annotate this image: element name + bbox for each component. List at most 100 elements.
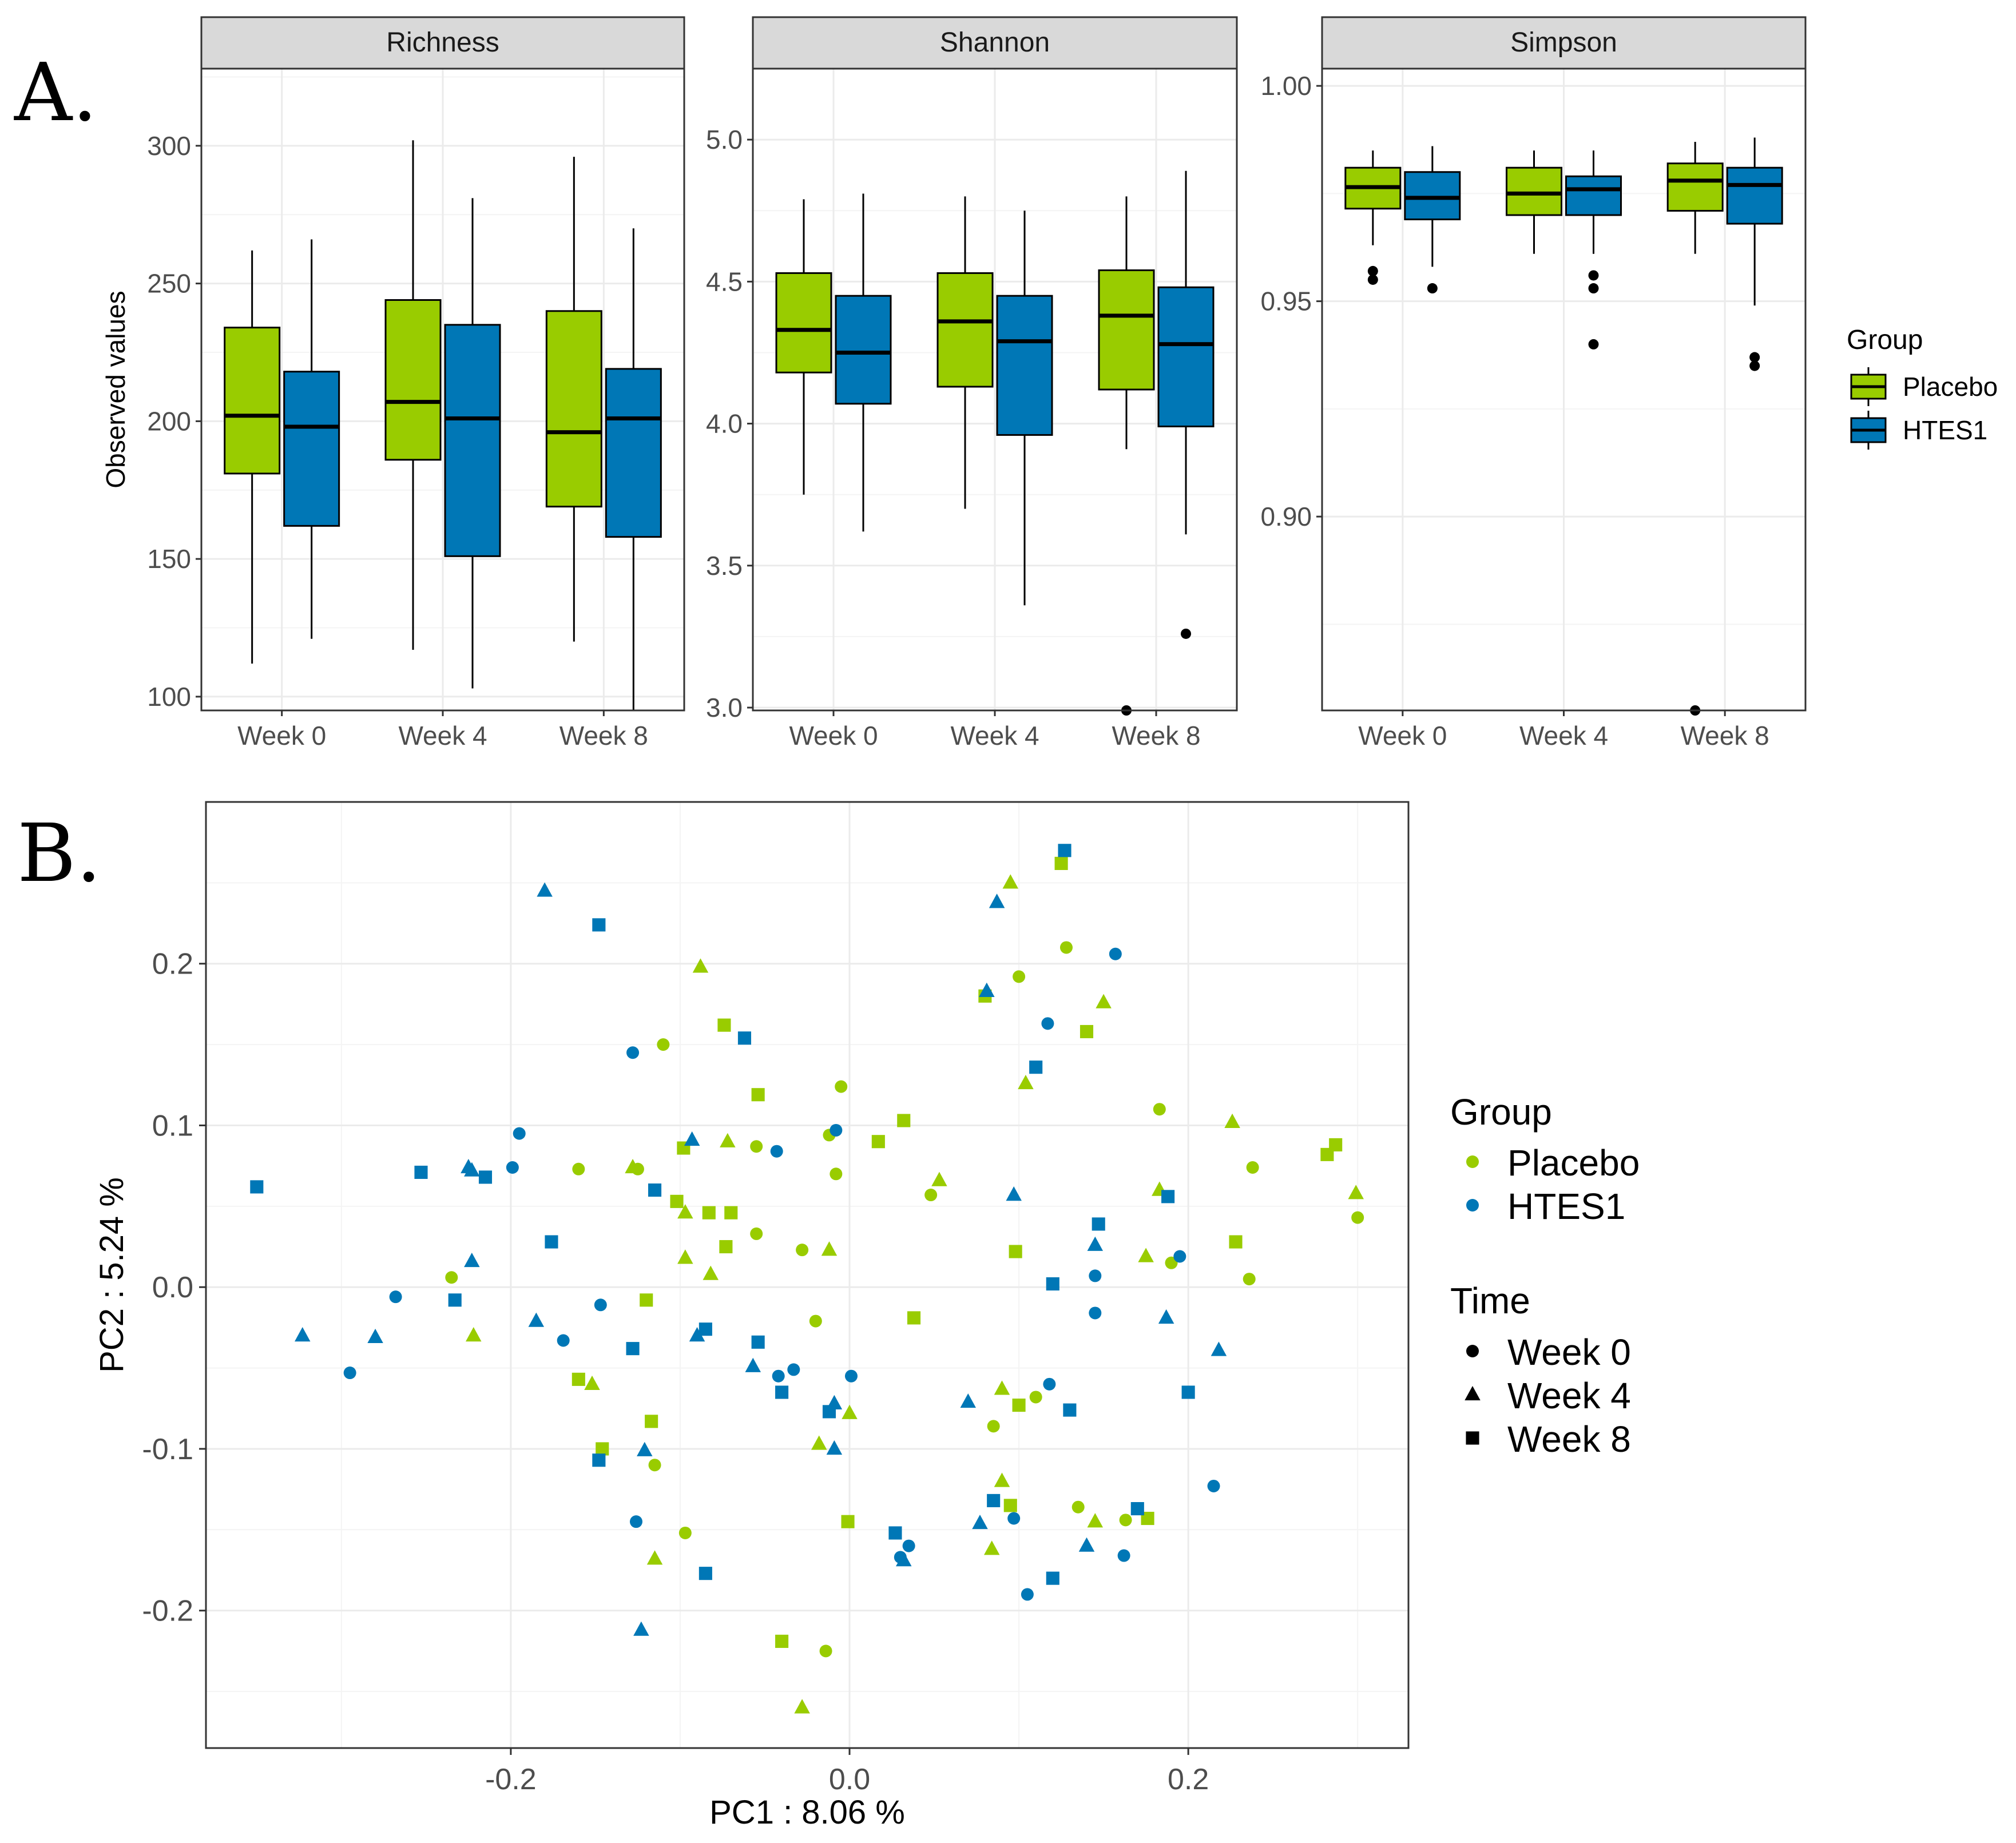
point-htes1-week-4 — [295, 1327, 311, 1342]
point-htes1-week-8 — [751, 1335, 765, 1349]
y-axis-title: PC2 : 5.24 % — [93, 1177, 130, 1373]
outlier-point — [1427, 283, 1438, 294]
point-placebo-week-0 — [809, 1314, 822, 1328]
point-htes1-week-4 — [633, 1621, 649, 1636]
panel-b-pca-scatter: -0.2 0.0 0.2 -0.2 -0.1 0.0 0.1 0.2 PC1 : 8.06 % P… — [93, 801, 1410, 1831]
plot-area — [206, 802, 1408, 1748]
point-htes1-week-8 — [1161, 1190, 1175, 1203]
point-htes1-week-8 — [1181, 1385, 1195, 1399]
panel-b-label: B. — [17, 807, 101, 900]
point-htes1-week-0 — [626, 1046, 640, 1059]
point-htes1-week-8 — [478, 1170, 493, 1184]
legend-key-week-4 — [1465, 1385, 1481, 1401]
point-htes1-week-8 — [592, 918, 606, 932]
point-placebo-week-4 — [466, 1327, 482, 1342]
box-iqr — [1565, 175, 1622, 216]
y-tick-label: 100 — [147, 682, 191, 712]
box-iqr — [835, 295, 892, 405]
box-iqr — [1666, 162, 1724, 212]
y-tick-label: 1.00 — [1260, 71, 1312, 101]
box-placebo-week-4 — [936, 196, 994, 509]
point-htes1-week-8 — [1063, 1403, 1077, 1417]
y-tick-label: -0.2 — [142, 1595, 193, 1628]
box-htes1-week-0 — [835, 193, 892, 532]
point-placebo-week-4 — [720, 1133, 736, 1147]
point-htes1-week-8 — [1046, 1571, 1059, 1585]
y-tick-label: 250 — [147, 269, 191, 299]
point-htes1-week-8 — [1029, 1060, 1043, 1074]
point-placebo-week-8 — [1009, 1245, 1022, 1258]
scatter-plot: -0.2 0.0 0.2 -0.2 -0.1 0.0 0.1 0.2 PC1 : 8.06 % P… — [93, 801, 1410, 1831]
box-iqr — [1098, 269, 1155, 391]
legend-title: Group — [1847, 325, 1923, 355]
point-placebo-week-8 — [841, 1515, 855, 1528]
point-placebo-week-0 — [835, 1080, 848, 1093]
x-axis-title: PC1 : 8.06 % — [709, 1794, 905, 1831]
point-placebo-week-0 — [1246, 1161, 1259, 1174]
point-htes1-week-8 — [250, 1180, 264, 1194]
point-placebo-week-4 — [1224, 1113, 1240, 1128]
box-iqr — [384, 299, 442, 461]
point-placebo-week-4 — [1087, 1513, 1104, 1528]
point-htes1-week-0 — [844, 1369, 858, 1383]
point-htes1-week-8 — [737, 1031, 752, 1045]
point-placebo-week-8 — [751, 1088, 765, 1102]
point-htes1-week-8 — [699, 1322, 712, 1336]
point-placebo-week-4 — [994, 1472, 1010, 1487]
point-htes1-week-0 — [1043, 1377, 1056, 1391]
point-htes1-week-0 — [343, 1367, 356, 1380]
point-htes1-week-8 — [1092, 1217, 1105, 1231]
x-tick-label: Week 4 — [398, 721, 487, 750]
point-htes1-week-8 — [414, 1165, 428, 1179]
point-htes1-week-0 — [770, 1145, 783, 1158]
box-htes1-week-8 — [605, 228, 662, 710]
box-iqr — [936, 272, 994, 388]
point-htes1-week-0 — [1109, 947, 1122, 960]
box-placebo-week-4 — [1506, 150, 1562, 254]
point-placebo-week-8 — [907, 1311, 921, 1325]
point-htes1-week-8 — [1058, 844, 1072, 857]
box-htes1-week-8 — [1726, 137, 1783, 371]
x-tick-label: Week 8 — [1681, 721, 1769, 750]
point-placebo-week-8 — [719, 1240, 733, 1254]
point-placebo-week-0 — [819, 1645, 832, 1658]
outlier-point — [1181, 628, 1191, 639]
point-placebo-week-8 — [1329, 1138, 1343, 1151]
box-htes1-week-8 — [1157, 170, 1215, 639]
point-htes1-week-0 — [1173, 1250, 1186, 1263]
legend-key-week-8 — [1466, 1431, 1479, 1445]
point-htes1-week-8 — [775, 1385, 789, 1399]
point-htes1-week-4 — [528, 1312, 545, 1327]
point-htes1-week-0 — [513, 1127, 526, 1140]
legend-label-placebo: Placebo — [1507, 1142, 1640, 1183]
x-tick-label: -0.2 — [485, 1763, 537, 1796]
box-placebo-week-4 — [384, 140, 442, 650]
box-iqr — [1506, 166, 1562, 216]
panel-border — [205, 801, 1410, 1749]
point-htes1-week-8 — [699, 1567, 712, 1580]
point-placebo-week-0 — [1013, 970, 1026, 983]
point-placebo-week-4 — [625, 1158, 641, 1174]
box-placebo-week-8 — [545, 157, 602, 642]
point-htes1-week-0 — [1089, 1269, 1102, 1282]
legend-label-week-4: Week 4 — [1507, 1375, 1631, 1416]
y-tick-label: 0.95 — [1260, 287, 1312, 316]
point-placebo-week-0 — [1029, 1391, 1042, 1404]
point-htes1-week-0 — [1117, 1549, 1130, 1562]
point-htes1-week-0 — [1089, 1306, 1102, 1320]
y-tick-label: 150 — [147, 544, 191, 574]
point-placebo-week-8 — [640, 1293, 653, 1307]
legend-label-placebo: Placebo — [1903, 372, 1998, 402]
facet-strip — [752, 16, 1238, 70]
facet-title: Richness — [386, 27, 499, 58]
facet-title: Shannon — [940, 27, 1050, 58]
point-placebo-week-0 — [750, 1227, 763, 1240]
point-htes1-week-4 — [537, 882, 553, 897]
y-tick-label: -0.1 — [142, 1433, 193, 1466]
y-tick-label: 5.0 — [706, 125, 743, 154]
box-iqr — [1157, 286, 1215, 428]
x-tick-label: Week 0 — [1358, 721, 1447, 750]
legend-label-htes1: HTES1 — [1507, 1186, 1625, 1227]
